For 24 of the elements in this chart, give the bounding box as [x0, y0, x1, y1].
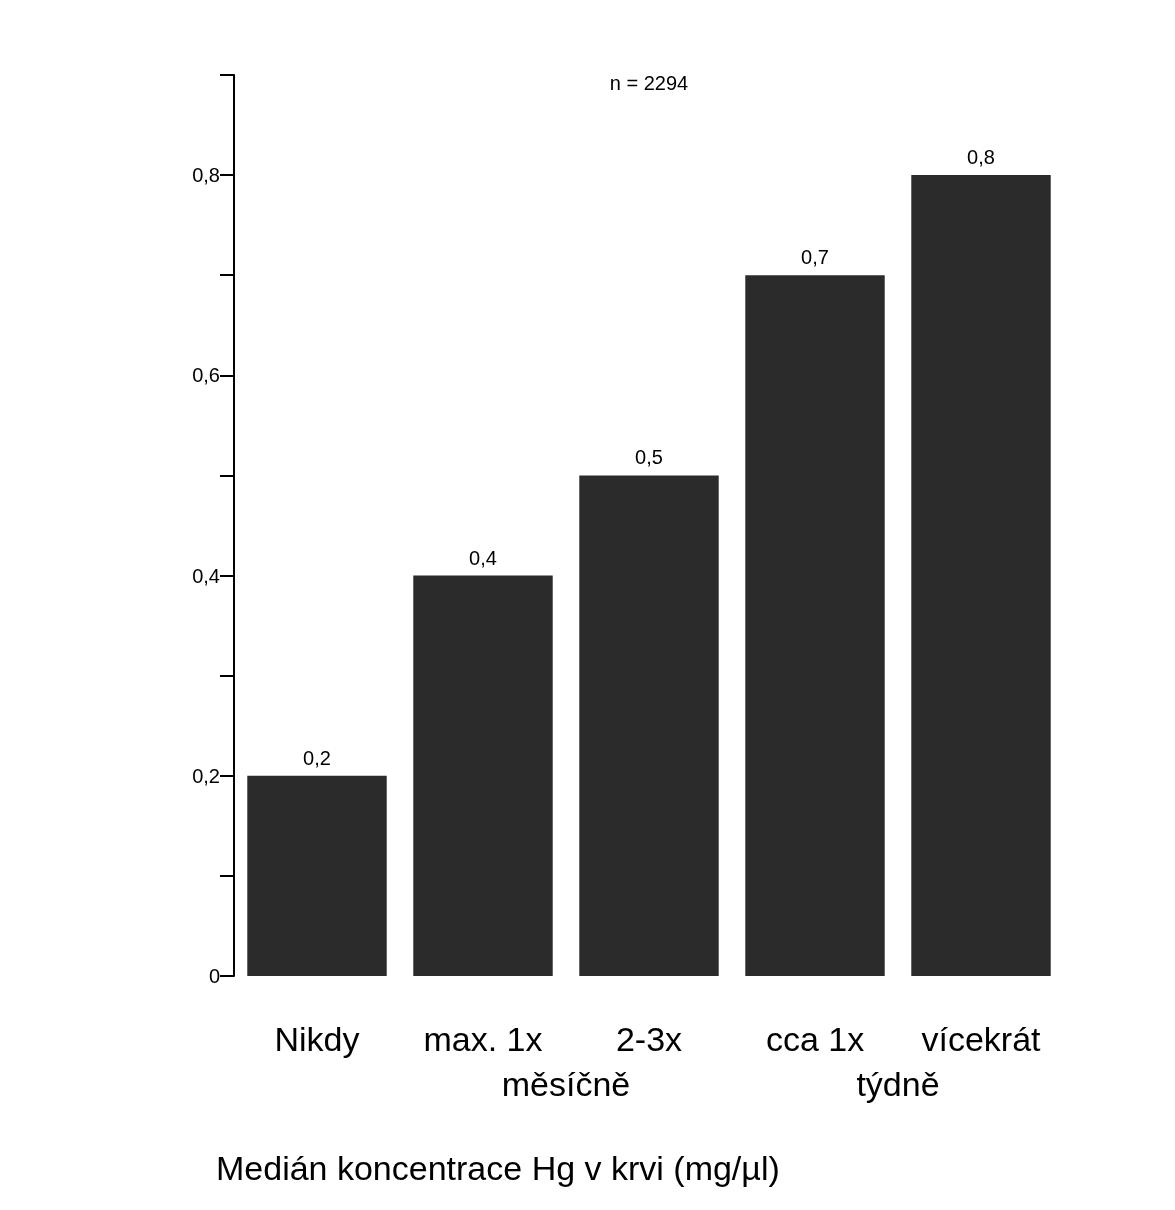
data-label: 0,5 [635, 446, 663, 469]
bar [745, 275, 885, 976]
x-tick-label: Nikdy [274, 1020, 360, 1058]
x-tick-label: max. 1x [423, 1020, 543, 1058]
y-tick-label: 0,2 [192, 764, 220, 787]
bar [911, 175, 1051, 976]
y-tick-label: 0 [208, 965, 220, 987]
text: měsíčně [501, 1065, 631, 1103]
y-tick-label: 0,8 [192, 164, 220, 187]
data-label: 0,4 [469, 546, 497, 569]
bar [247, 775, 387, 976]
y-tick-label: 0,4 [192, 564, 220, 587]
data-label: 0,7 [801, 246, 829, 269]
bar [579, 475, 719, 976]
x-tick-label: cca 1x [765, 1020, 865, 1058]
data-label: 0,8 [967, 146, 995, 169]
text: týdně [856, 1065, 940, 1103]
text: Medián koncentrace Hg v krvi (mg/µl) [216, 1149, 780, 1187]
x-tick-label: vícekrát [921, 1020, 1042, 1058]
data-label: 0,2 [303, 746, 331, 769]
bar [413, 575, 553, 976]
y-tick-label: 0,6 [192, 364, 220, 387]
x-tick-label: 2-3x [615, 1020, 683, 1058]
annotation: n = 2294 [609, 72, 689, 94]
